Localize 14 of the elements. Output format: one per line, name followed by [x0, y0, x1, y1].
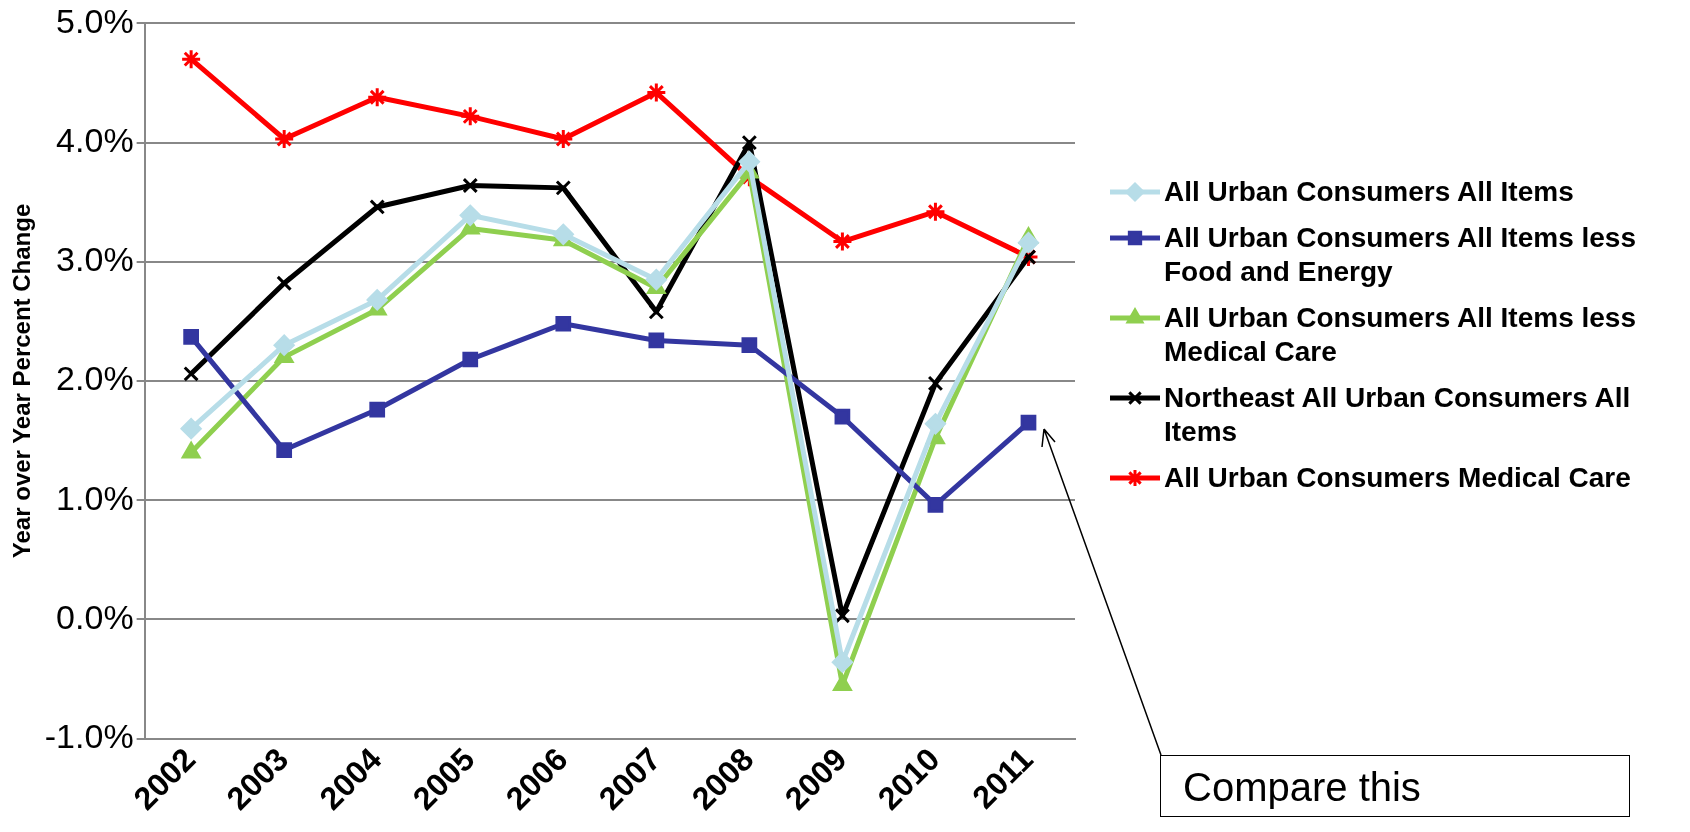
y-tick-label: 4.0%	[56, 120, 134, 159]
text: Compare this	[1160, 755, 1630, 817]
y-tick-label: 3.0%	[56, 240, 134, 279]
legend-label: All Urban Consumers All Items less Food and Energy	[1164, 221, 1637, 289]
y-tick-label: 0.0%	[56, 597, 134, 636]
y-axis-title: Year over Year Percent Change	[8, 203, 36, 559]
legend-label: Northeast All Urban Consumers All Items	[1164, 381, 1632, 449]
legend-label: All Urban Consumers All Items less Medical Care	[1164, 301, 1637, 369]
y-tick-label: 2.0%	[56, 359, 134, 398]
legend-label: All Urban Consumers All Items	[1164, 175, 1574, 209]
y-tick-label: 5.0%	[56, 1, 134, 40]
y-tick-label: -1.0%	[44, 716, 134, 755]
y-tick-label: 1.0%	[56, 478, 134, 517]
legend-label: All Urban Consumers Medical Care	[1164, 461, 1631, 495]
